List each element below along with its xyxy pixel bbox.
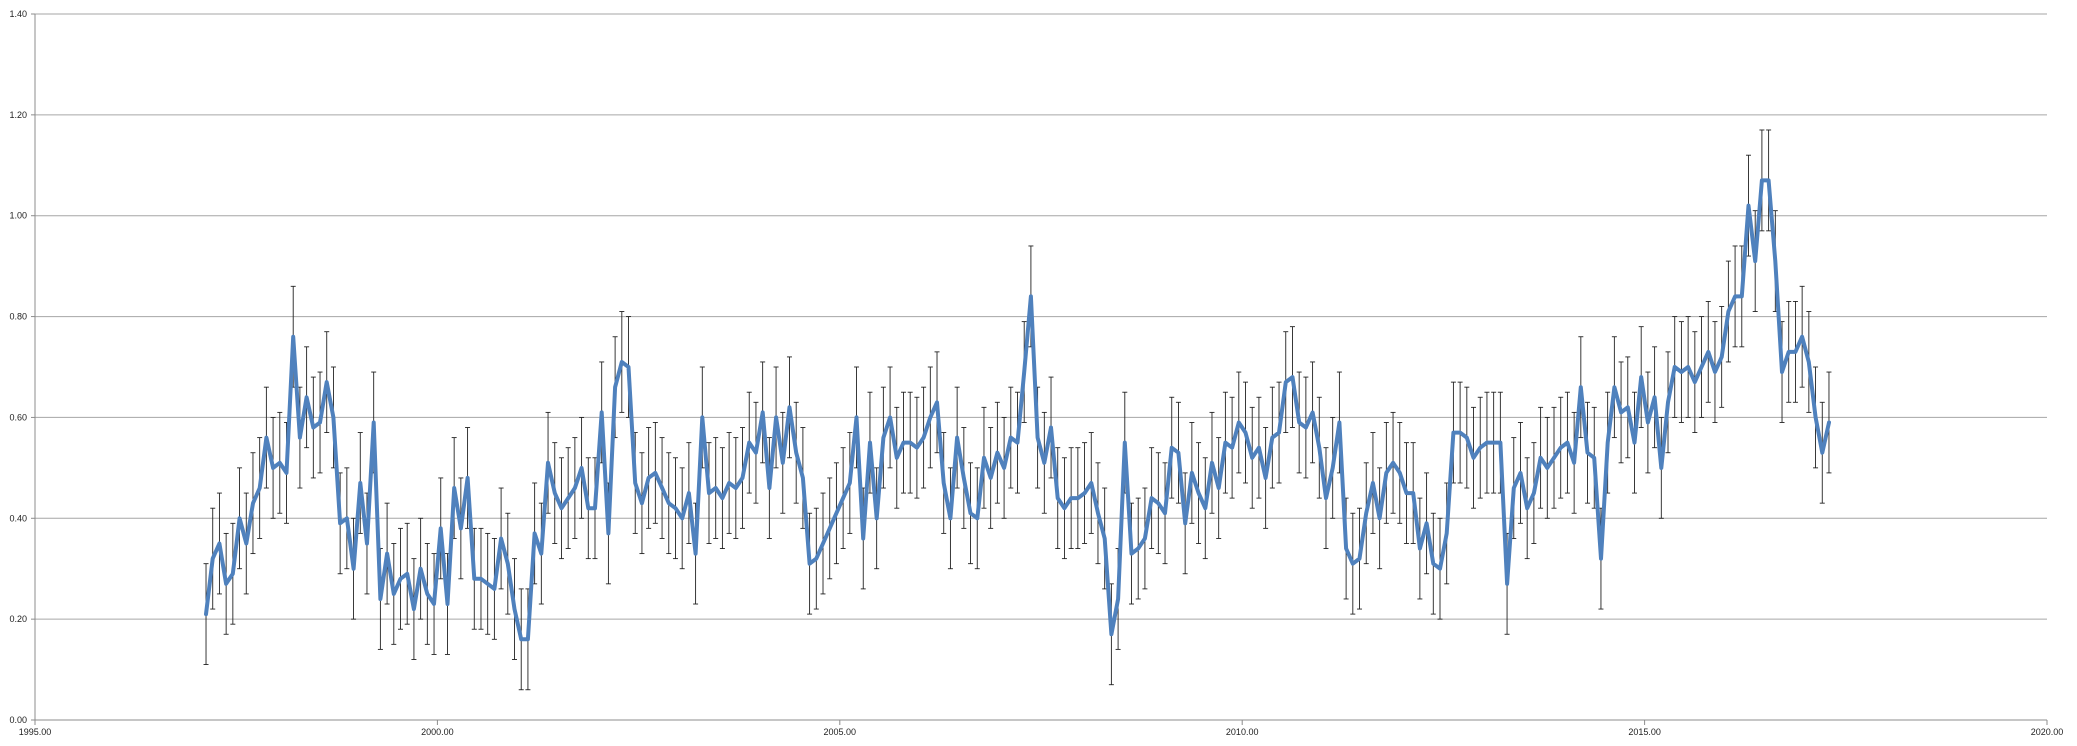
x-tick-label: 2005.00 (824, 727, 857, 737)
y-tick-label: 1.40 (9, 9, 27, 19)
gridlines (35, 13, 2047, 620)
axes (31, 13, 2048, 725)
series-line (204, 178, 1831, 642)
x-tick-label: 2010.00 (1226, 727, 1259, 737)
y-tick-label: 0.00 (9, 715, 27, 725)
y-tick-label: 0.60 (9, 412, 27, 422)
y-tick-label: 1.00 (9, 211, 27, 221)
y-tick-label: 0.20 (9, 614, 27, 624)
x-tick-label: 2000.00 (421, 727, 454, 737)
y-tick-label: 0.80 (9, 312, 27, 322)
tick-labels: 0.00 0.20 0.40 0.60 0.80 1.00 1.20 1.40 1995.00 2… (9, 9, 2063, 737)
data-series (204, 178, 1831, 642)
x-tick-label: 2020.00 (2031, 727, 2064, 737)
x-tick-label: 2015.00 (1628, 727, 1661, 737)
y-tick-label: 0.40 (9, 513, 27, 523)
x-tick-label: 1995.00 (19, 727, 52, 737)
y-tick-label: 1.20 (9, 110, 27, 120)
